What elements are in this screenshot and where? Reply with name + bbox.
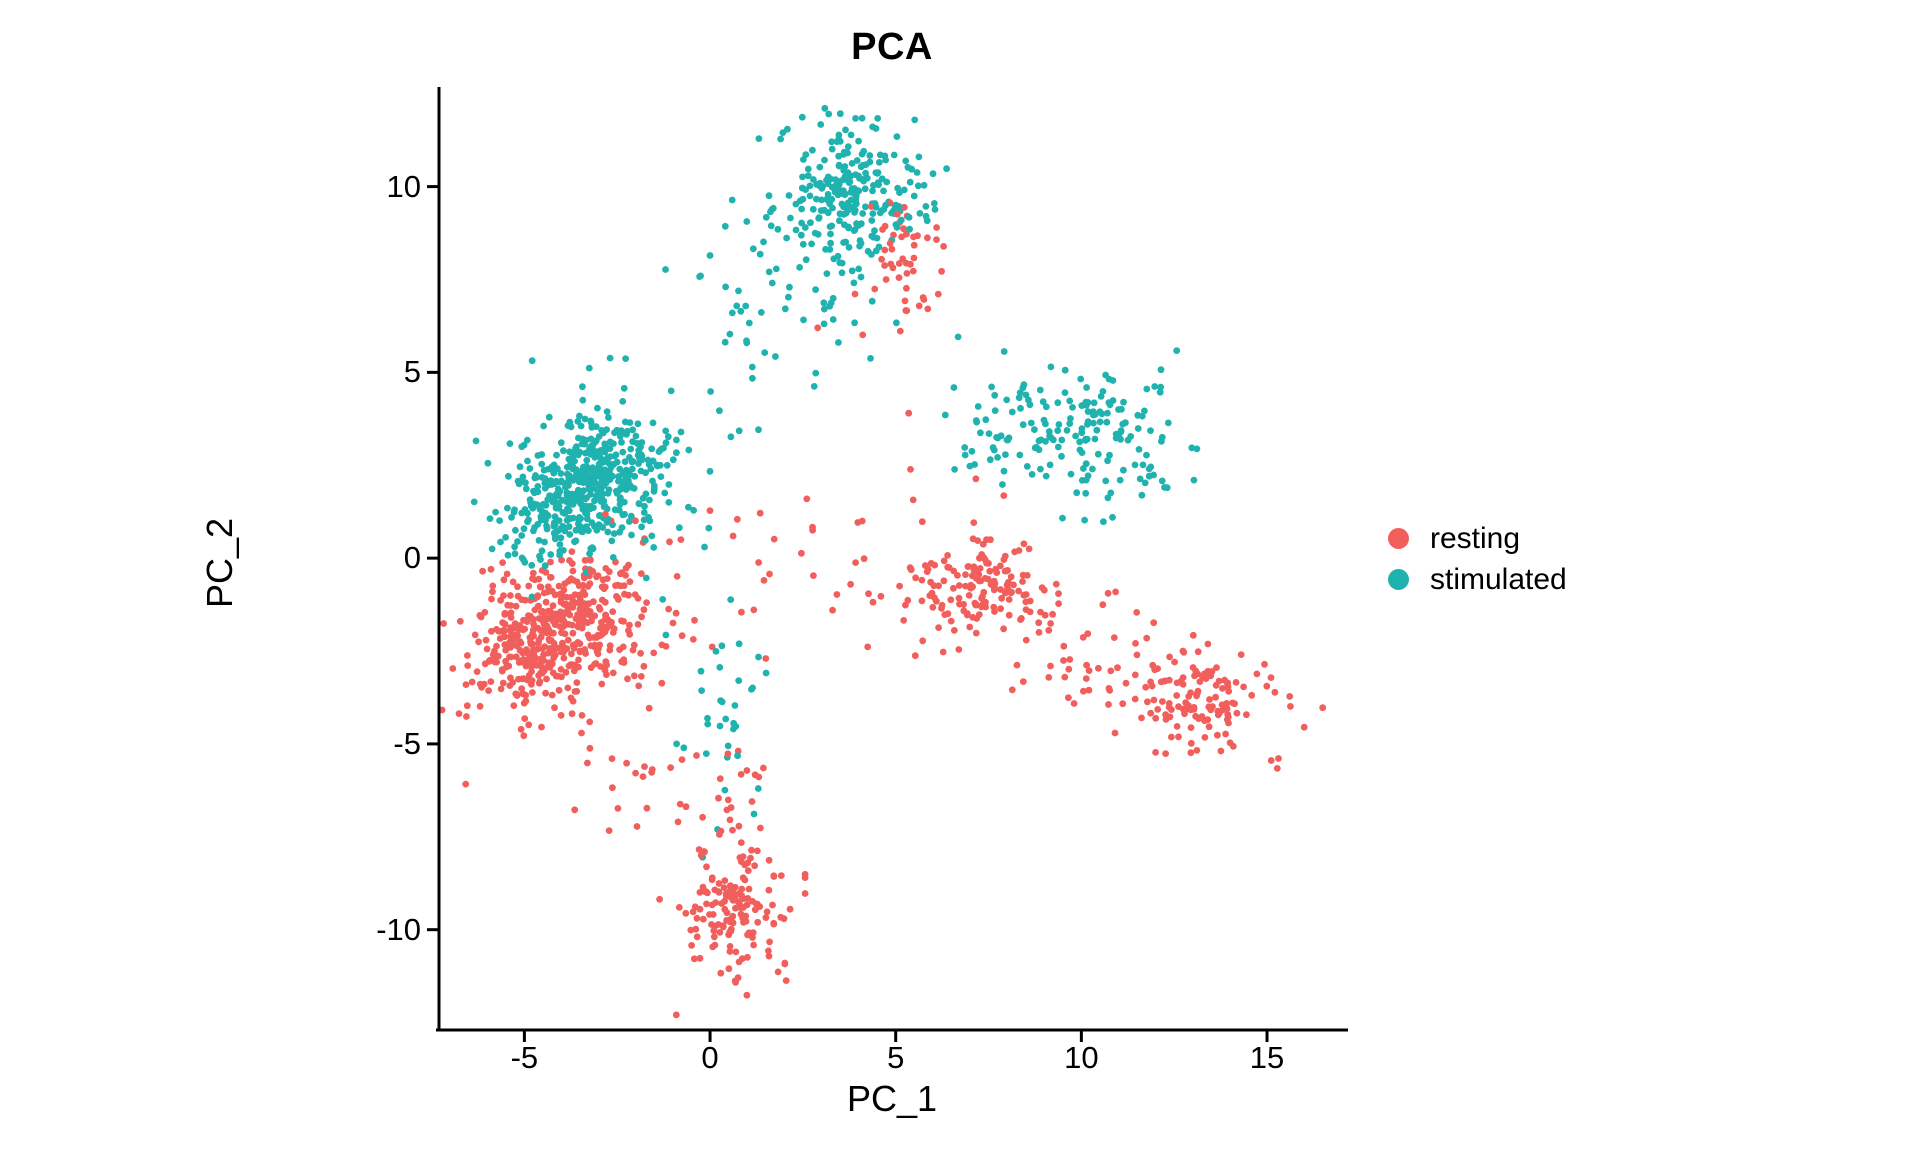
scatter-points-layer <box>438 104 1327 1019</box>
legend-label-resting: resting <box>1430 521 1521 555</box>
y-tick-label: -5 <box>393 725 421 761</box>
x-tick-label: 0 <box>701 1040 719 1075</box>
legend-item-resting: resting <box>1388 518 1567 559</box>
x-tick-label: 15 <box>1249 1040 1285 1075</box>
legend: resting stimulated <box>1388 518 1567 600</box>
x-axis-label: PC_1 <box>846 1078 938 1119</box>
y-tick-label: 5 <box>403 354 421 390</box>
y-tick-label: 10 <box>386 168 421 204</box>
x-tick-label: -5 <box>510 1040 539 1075</box>
chart-title: PCA <box>851 26 933 68</box>
y-tick-label: 0 <box>403 540 421 576</box>
legend-dot-stimulated-icon <box>1388 569 1409 590</box>
axes-layer <box>427 87 1348 1042</box>
x-tick-label: 10 <box>1064 1040 1099 1075</box>
y-axis-label: PC_2 <box>199 517 240 609</box>
y-tick-label: -10 <box>376 911 421 947</box>
legend-dot-resting-icon <box>1388 528 1409 549</box>
legend-label-stimulated: stimulated <box>1430 562 1567 596</box>
x-tick-label: 5 <box>887 1040 905 1075</box>
legend-item-stimulated: stimulated <box>1388 559 1567 600</box>
